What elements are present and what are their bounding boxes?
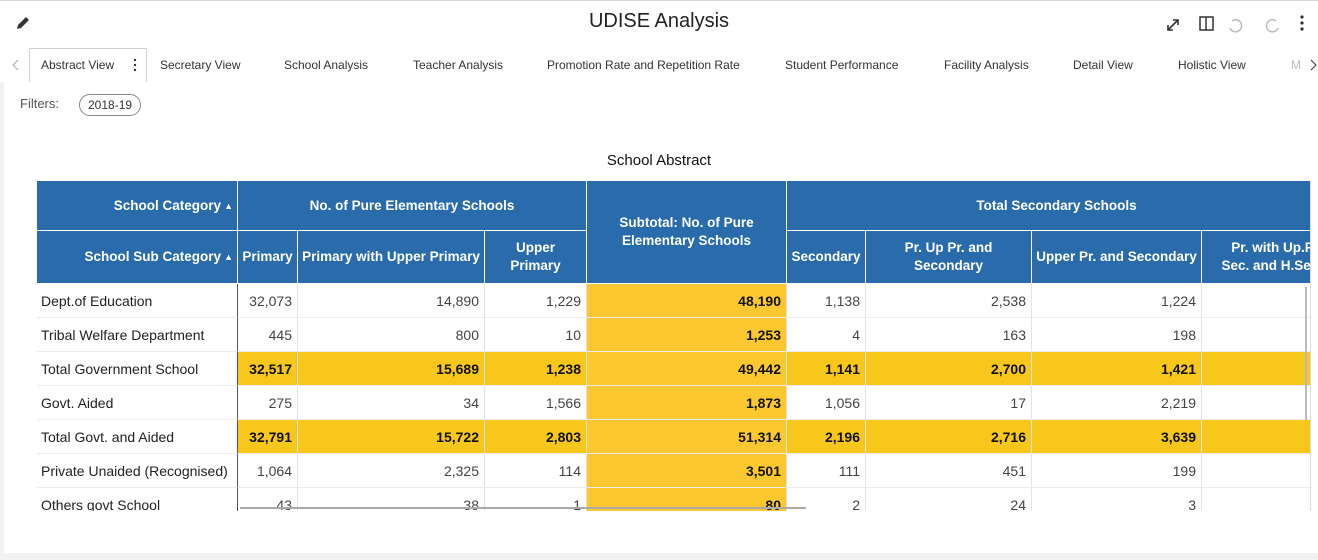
table-cell: 445 — [238, 318, 298, 352]
column-header: Pr. with Up.Pr. Sec. and H.Sec. — [1202, 231, 1310, 284]
table-cell: 199 — [1032, 454, 1202, 488]
column-header: Upper Pr. and Secondary — [1032, 231, 1202, 284]
table-cell-empty — [1202, 420, 1310, 454]
row-label: Govt. Aided — [37, 386, 238, 420]
column-header: Upper Primary — [485, 231, 587, 284]
table-cell: 1,229 — [485, 284, 587, 318]
table-cell: 1,873 — [587, 386, 787, 420]
table-cell: 2,538 — [866, 284, 1032, 318]
v-scrollbar[interactable] — [1305, 287, 1307, 420]
data-table: School CategoryNo. of Pure Elementary Sc… — [37, 181, 1311, 511]
active-tab — [29, 48, 147, 82]
table-cell: 14,890 — [298, 284, 485, 318]
table-cell: 800 — [298, 318, 485, 352]
table-cell: 10 — [485, 318, 587, 352]
table-cell: 1,141 — [787, 352, 866, 386]
row-label: Others govt School — [37, 488, 238, 511]
table-cell: 1,566 — [485, 386, 587, 420]
row-label: Dept.of Education — [37, 284, 238, 318]
tab-bar — [0, 46, 1318, 82]
table-cell-empty — [1202, 454, 1310, 488]
table-cell-empty — [1202, 318, 1310, 352]
table-cell: 2,803 — [485, 420, 587, 454]
table-cell: 2,325 — [298, 454, 485, 488]
tab[interactable]: Holistic View — [1178, 58, 1246, 72]
h-scrollbar[interactable] — [240, 507, 806, 509]
table-cell: 3 — [1032, 488, 1202, 511]
table-cell: 451 — [866, 454, 1032, 488]
edit-icon[interactable] — [14, 15, 32, 33]
tab[interactable]: Promotion Rate and Repetition Rate — [547, 58, 740, 72]
table-cell: 3,501 — [587, 454, 787, 488]
table-cell: 2,219 — [1032, 386, 1202, 420]
scroll-left[interactable] — [10, 57, 22, 73]
tab[interactable]: Student Performance — [785, 58, 899, 72]
table-cell: 2,196 — [787, 420, 866, 454]
filters-label: Filters: — [20, 96, 59, 111]
column-header: Secondary — [787, 231, 866, 284]
table-cell-empty — [1202, 352, 1310, 386]
row-label: Tribal Welfare Department — [37, 318, 238, 352]
app-title: UDISE Analysis — [588, 10, 730, 32]
group-header: Total Secondary Schools — [787, 181, 1310, 231]
table-cell: 163 — [866, 318, 1032, 352]
column-header: Pr. Up Pr. and Secondary — [866, 231, 1032, 284]
tab[interactable]: Facility Analysis — [944, 58, 1029, 72]
table-cell: 1,224 — [1032, 284, 1202, 318]
table-cell: 1,056 — [787, 386, 866, 420]
tab[interactable]: School Analysis — [284, 58, 369, 72]
table-cell: 1,238 — [485, 352, 587, 386]
table-cell-empty — [1202, 488, 1310, 511]
table-cell: 15,689 — [298, 352, 485, 386]
table-title: School Abstract — [606, 152, 712, 169]
table-cell: 32,791 — [238, 420, 298, 454]
table-cell: 2,716 — [866, 420, 1032, 454]
table-cell-empty — [1202, 284, 1310, 318]
table-cell: 1 — [485, 488, 587, 511]
filter-chip[interactable]: 2018-19 — [79, 94, 142, 116]
tab[interactable]: Abstract View — [41, 58, 115, 72]
table-cell: 34 — [298, 386, 485, 420]
table-cell: 111 — [787, 454, 866, 488]
tab-menu[interactable] — [131, 57, 139, 73]
table-cell: 275 — [238, 386, 298, 420]
table-cell: 198 — [1032, 318, 1202, 352]
table-cell: 1,421 — [1032, 352, 1202, 386]
table-cell: 17 — [866, 386, 1032, 420]
column-header[interactable]: School Sub Category — [37, 231, 238, 284]
table-cell: 48,190 — [587, 284, 787, 318]
group-header[interactable]: School Category — [37, 181, 238, 231]
table-cell: 3,639 — [1032, 420, 1202, 454]
table-cell: 1,138 — [787, 284, 866, 318]
tab[interactable]: M — [1291, 58, 1301, 72]
scroll-right[interactable] — [1308, 57, 1318, 73]
table-cell: 32,517 — [238, 352, 298, 386]
column-header: Primary with Upper Primary — [298, 231, 485, 284]
group-header: No. of Pure Elementary Schools — [238, 181, 587, 231]
tab[interactable]: Detail View — [1073, 58, 1133, 72]
table-cell: 32,073 — [238, 284, 298, 318]
table-cell-empty — [1202, 386, 1310, 420]
table-cell: 51,314 — [587, 420, 787, 454]
table-cell: 4 — [787, 318, 866, 352]
row-label: Private Unaided (Recognised) — [37, 454, 238, 488]
table-cell: 24 — [866, 488, 1032, 511]
column-header: Primary — [238, 231, 298, 284]
toolbar-icons[interactable] — [1160, 12, 1310, 36]
tab[interactable]: Secretary View — [160, 58, 241, 72]
table-cell: 114 — [485, 454, 587, 488]
table-cell: 1,064 — [238, 454, 298, 488]
tab[interactable]: Teacher Analysis — [413, 58, 504, 72]
top-bar — [0, 0, 1318, 46]
table-cell: 2,700 — [866, 352, 1032, 386]
group-header: Subtotal: No. of Pure Elementary Schools — [587, 181, 787, 284]
table-cell: 49,442 — [587, 352, 787, 386]
table-cell: 1,253 — [587, 318, 787, 352]
row-label: Total Govt. and Aided — [37, 420, 238, 454]
row-label: Total Government School — [37, 352, 238, 386]
table-cell: 15,722 — [298, 420, 485, 454]
table-cell: 2 — [787, 488, 866, 511]
